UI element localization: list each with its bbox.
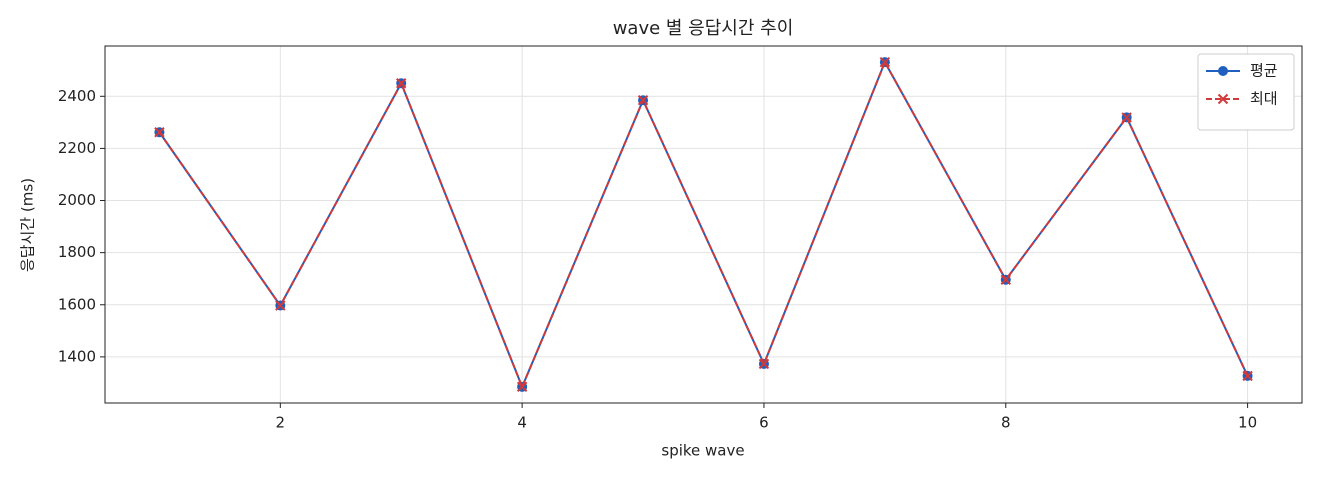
- x-tick-label: 10: [1238, 414, 1257, 432]
- marker: [396, 78, 407, 89]
- x-tick-label: 6: [759, 414, 769, 432]
- y-tick-label: 1800: [58, 243, 96, 261]
- marker: [1242, 370, 1253, 382]
- marker: [879, 56, 891, 68]
- legend-box: [1197, 53, 1295, 131]
- plot-frame: [104, 45, 1303, 404]
- x-axis-label: spike wave: [661, 442, 744, 460]
- marker: [154, 127, 165, 138]
- x-tick-label: 2: [276, 414, 286, 432]
- x-tick-label: 8: [1001, 414, 1011, 432]
- legend-label: 최대: [1250, 90, 1278, 108]
- marker: [758, 358, 770, 370]
- y-tick-label: 2000: [58, 191, 96, 209]
- chart-title: wave 별 응답시간 추이: [613, 18, 794, 39]
- series-line: [158, 59, 1249, 390]
- y-tick-label: 2400: [58, 87, 96, 105]
- x-tick-label: 4: [517, 414, 527, 432]
- legend-marker: [1218, 66, 1228, 76]
- y-tick-label: 1400: [58, 347, 96, 365]
- marker: [1000, 274, 1011, 285]
- marker: [275, 300, 286, 311]
- y-axis-label: 응답시간 (ms): [19, 178, 37, 272]
- legend-marker: [1217, 93, 1229, 105]
- series-line: [158, 59, 1249, 390]
- legend-label: 평균: [1250, 62, 1278, 80]
- marker: [637, 94, 649, 106]
- marker: [516, 381, 528, 393]
- y-tick-label: 2200: [58, 139, 96, 157]
- y-tick-label: 1600: [58, 295, 96, 313]
- marker: [1121, 112, 1132, 123]
